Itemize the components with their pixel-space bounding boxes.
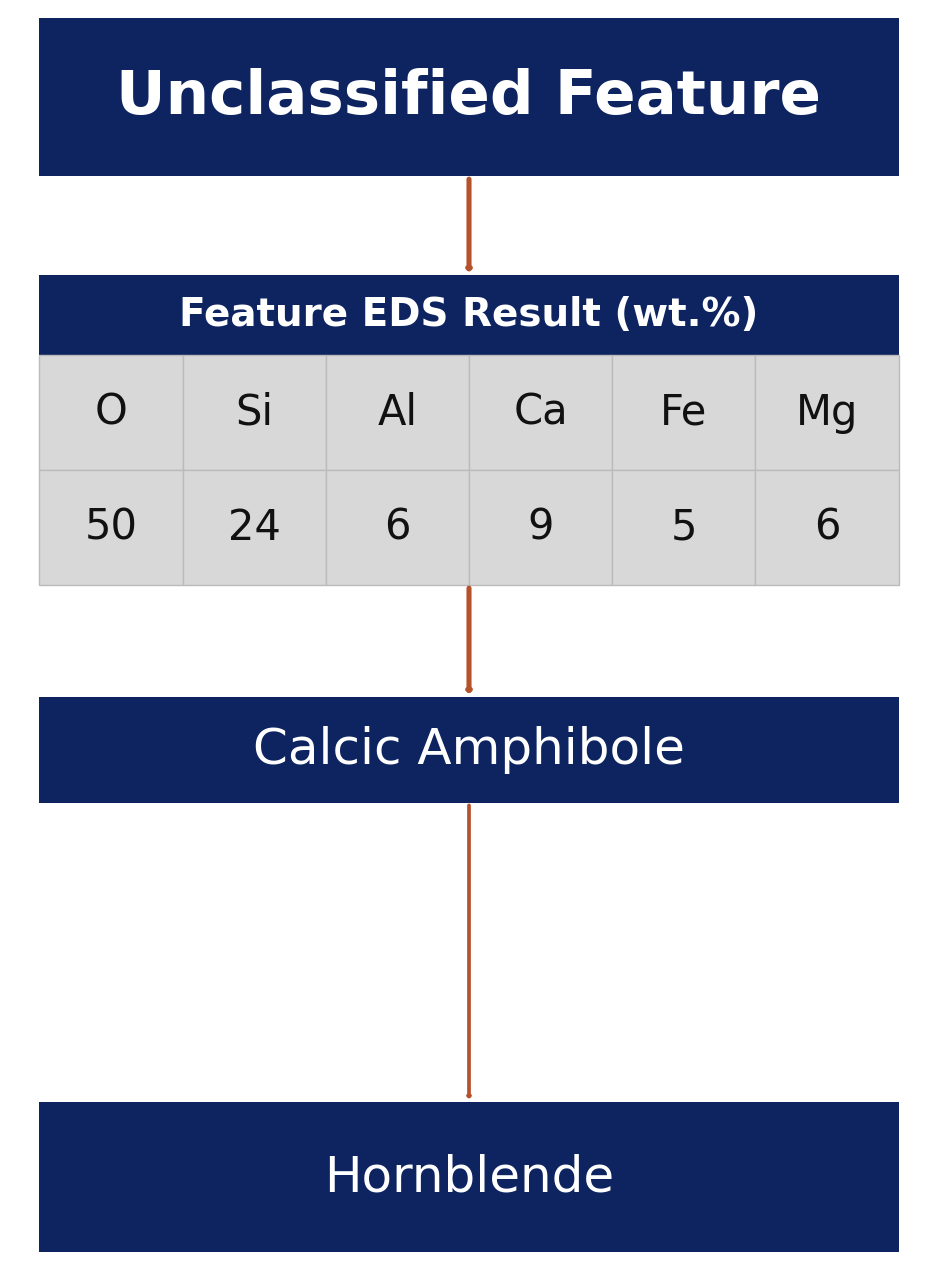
Bar <box>39 18 899 176</box>
Bar <box>39 355 183 470</box>
Bar <box>39 275 899 355</box>
Text: 6: 6 <box>385 507 411 548</box>
Text: Mg: Mg <box>795 392 858 433</box>
Text: 50: 50 <box>84 507 138 548</box>
Bar <box>469 470 613 585</box>
Bar <box>183 355 325 470</box>
Text: 9: 9 <box>527 507 553 548</box>
Text: Hornblende: Hornblende <box>324 1153 614 1201</box>
Bar <box>39 697 899 803</box>
Bar <box>39 470 183 585</box>
Bar <box>613 470 755 585</box>
Text: O: O <box>95 392 128 433</box>
Bar <box>469 355 613 470</box>
Text: 24: 24 <box>228 507 280 548</box>
Bar <box>755 470 899 585</box>
Text: Unclassified Feature: Unclassified Feature <box>116 68 822 127</box>
Bar <box>755 355 899 470</box>
Text: 6: 6 <box>814 507 840 548</box>
Text: 5: 5 <box>671 507 697 548</box>
Bar <box>39 1102 899 1252</box>
Bar <box>183 470 325 585</box>
Text: Ca: Ca <box>513 392 567 433</box>
Bar <box>325 355 469 470</box>
Text: Si: Si <box>235 392 273 433</box>
Bar <box>325 470 469 585</box>
Text: Fe: Fe <box>660 392 707 433</box>
Text: Calcic Amphibole: Calcic Amphibole <box>253 726 685 773</box>
Text: Al: Al <box>377 392 417 433</box>
Text: Feature EDS Result (wt.%): Feature EDS Result (wt.%) <box>179 296 759 334</box>
Bar <box>613 355 755 470</box>
